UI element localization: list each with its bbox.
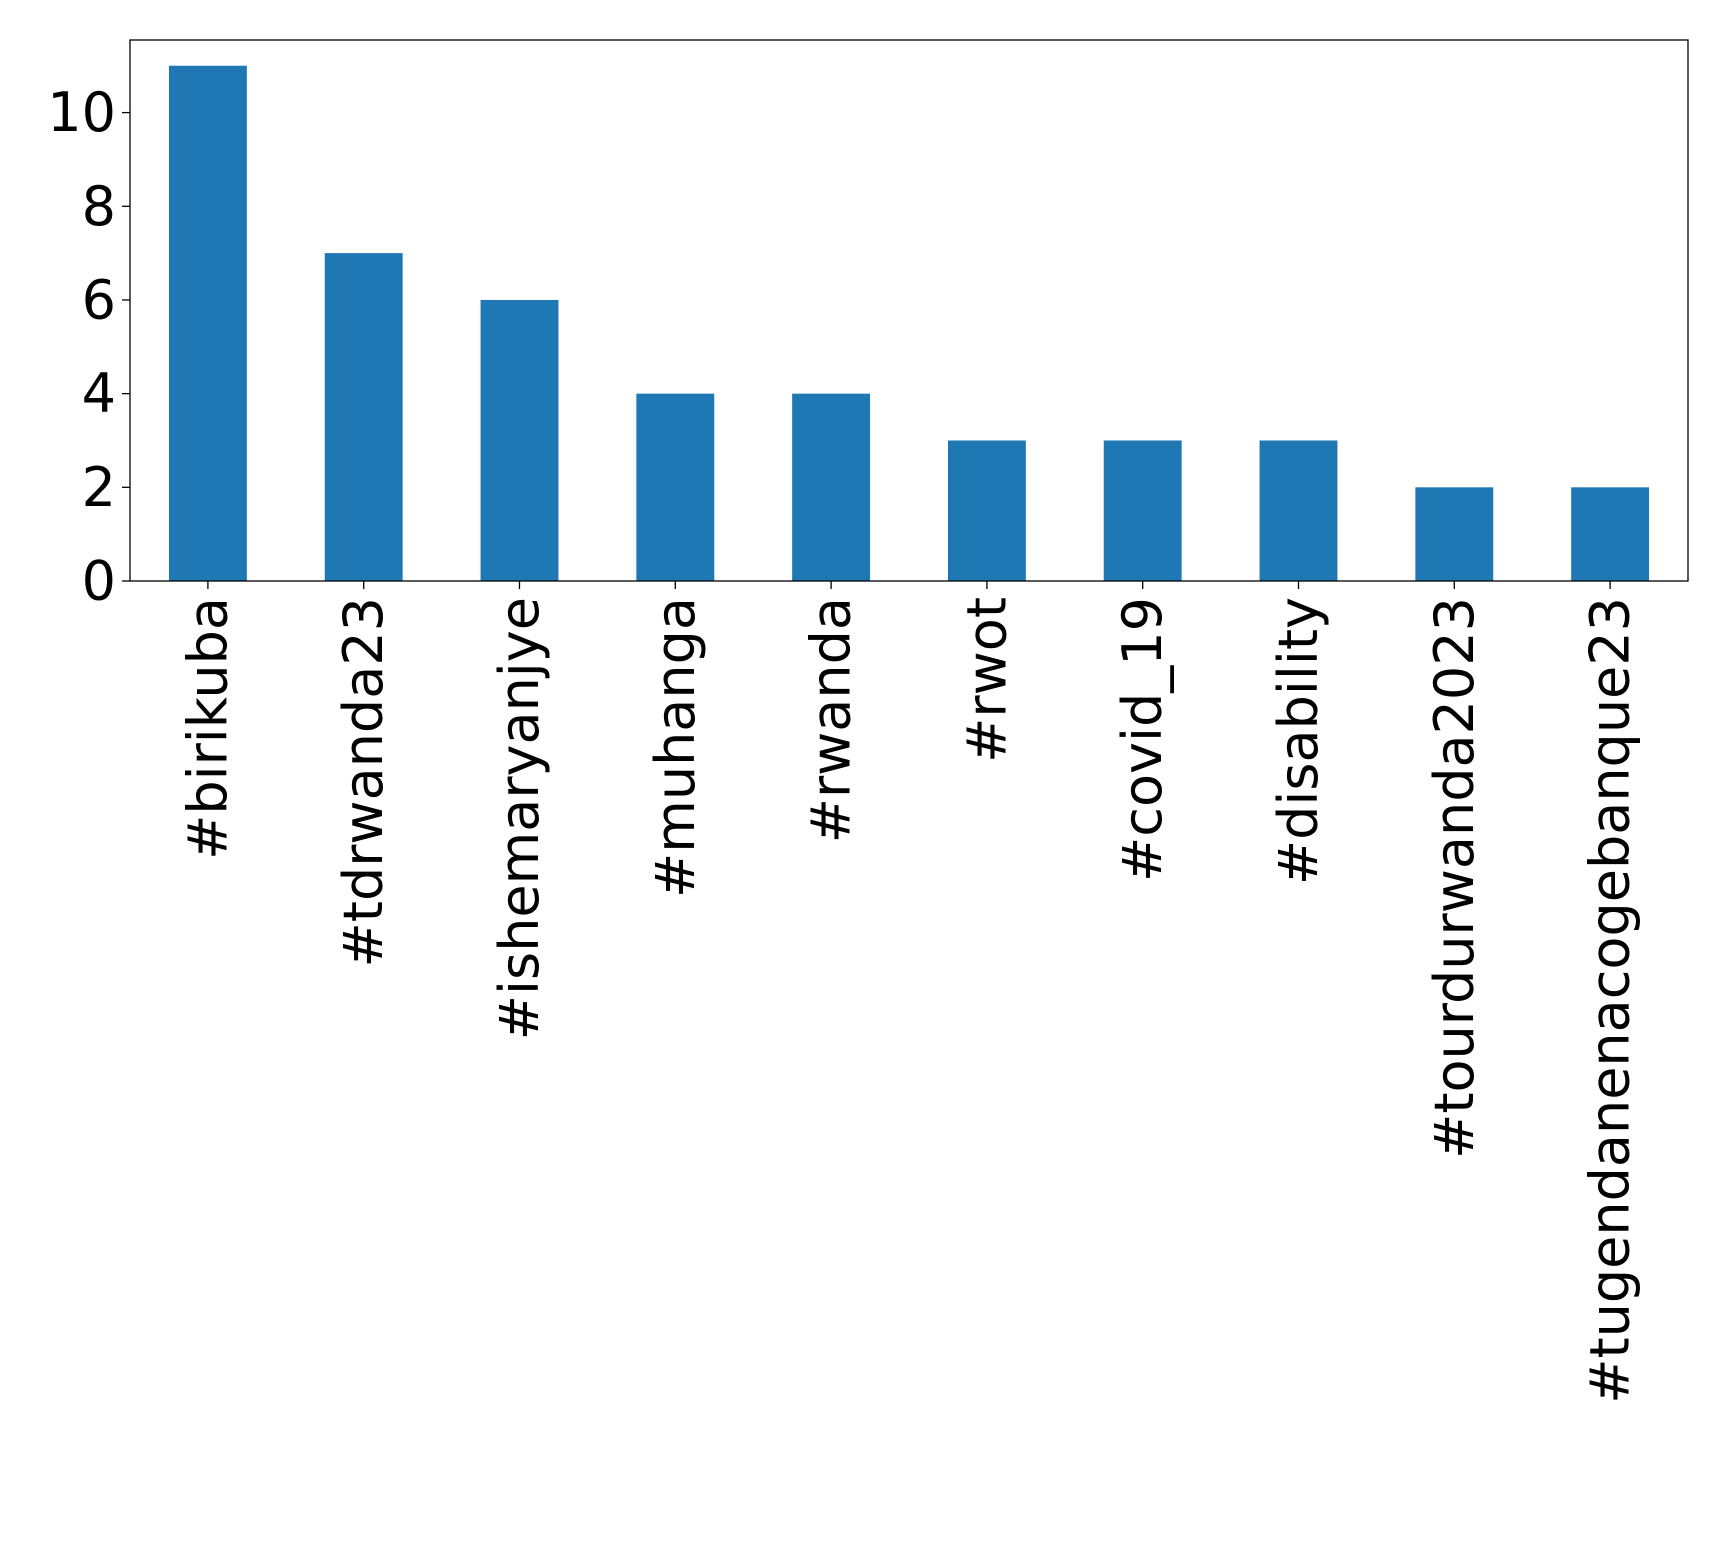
x-tick-label: #rwanda (800, 597, 863, 843)
x-tick-label: #tugendanenacogebanque23 (1579, 597, 1642, 1404)
bar-rwanda (792, 393, 871, 581)
y-tick-label: 6 (82, 268, 116, 331)
bars-group (168, 65, 1650, 581)
x-tick-label: #ishemaryanjye (488, 597, 551, 1040)
bar-tugendanenacogebanque23 (1571, 487, 1650, 581)
bar-muhanga (636, 393, 715, 581)
x-tick-label: #disability (1267, 597, 1330, 885)
bar-rwot (947, 440, 1026, 581)
y-tick-label: 2 (82, 456, 116, 519)
y-axis: 0 2 4 6 8 10 (47, 81, 130, 613)
plot-frame (129, 39, 1689, 582)
bar-disability (1259, 440, 1338, 581)
bar-birikuba (168, 65, 247, 581)
x-axis: #birikuba #tdrwanda23 #ishemaryanjye #muhan… (176, 581, 1642, 1404)
x-tick-label: #tdrwanda23 (332, 597, 395, 967)
bar-tourdurwanda2023 (1415, 487, 1494, 581)
x-tick-label: #rwot (955, 597, 1018, 763)
bar-ishemaryanjye (480, 299, 559, 581)
x-tick-label: #covid_19 (1111, 597, 1174, 882)
bar-covid_19 (1103, 440, 1182, 581)
y-tick-label: 10 (47, 81, 116, 144)
x-tick-label: #muhanga (644, 597, 707, 898)
y-tick-label: 4 (82, 362, 116, 425)
y-tick-label: 8 (82, 175, 116, 238)
x-tick-label: #tourdurwanda2023 (1423, 597, 1486, 1159)
x-tick-label: #birikuba (176, 597, 239, 860)
y-tick-label: 0 (82, 550, 116, 613)
bar-tdrwanda23 (324, 253, 403, 581)
